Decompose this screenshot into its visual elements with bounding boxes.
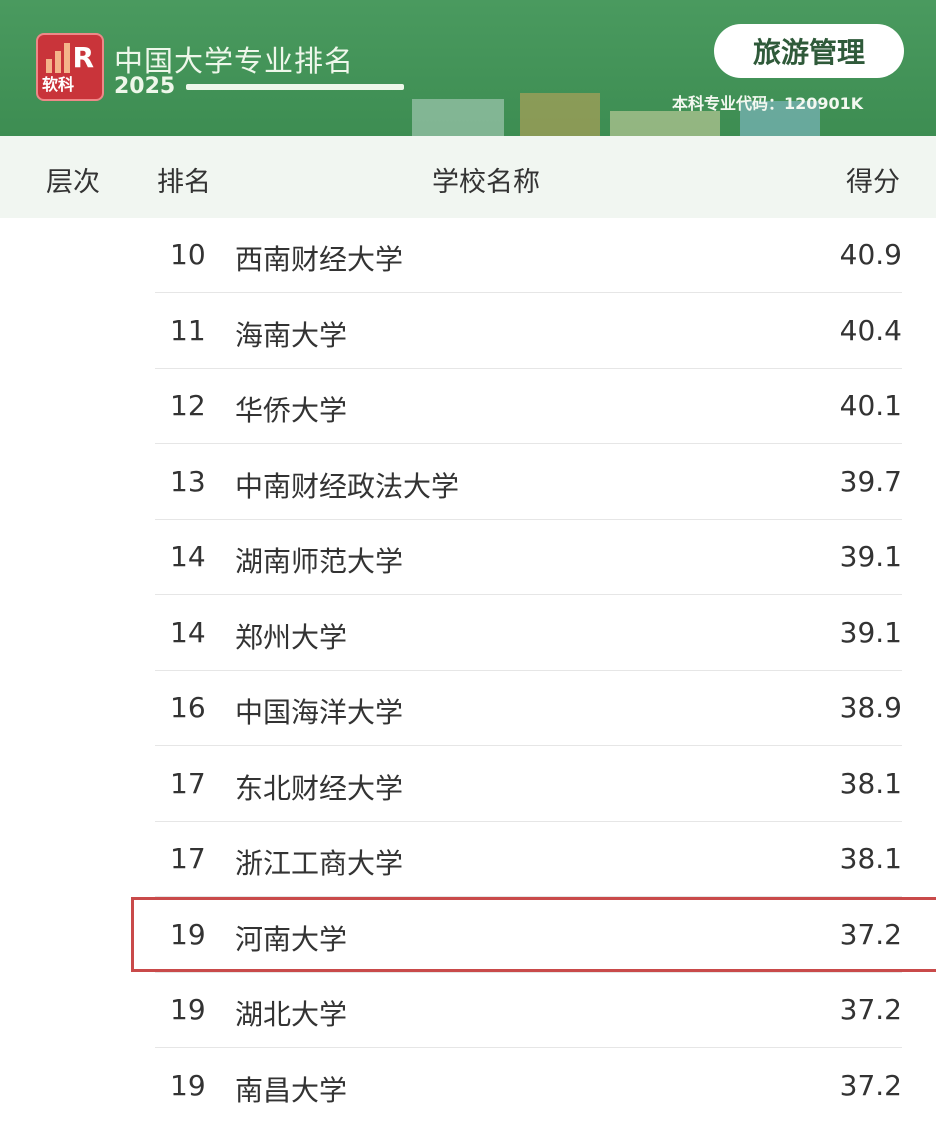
rank: 19: [170, 1068, 206, 1102]
rank: 17: [170, 766, 206, 800]
school-name: 浙江工商大学: [235, 847, 404, 880]
school-name: 东北财经大学: [235, 771, 404, 805]
school-name: 海南大学: [235, 318, 348, 352]
score: 37.2: [839, 993, 902, 1026]
score: 39.1: [839, 540, 902, 573]
school-name: 华侨大学: [235, 394, 348, 427]
column-score: 得分: [846, 167, 900, 198]
table-row: 19 河南大学 37.2: [155, 898, 902, 973]
school-name: 中国海洋大学: [235, 696, 404, 729]
highlight-box: [131, 897, 936, 972]
rank: 14: [170, 540, 206, 573]
table-row: 10 西南财经大学 40.9: [155, 218, 902, 293]
score: 37.2: [839, 917, 902, 951]
school-name: 湖南师范大学: [235, 545, 404, 578]
score: 37.2: [839, 1068, 902, 1102]
rank: 10: [170, 238, 206, 271]
score: 38.1: [839, 766, 902, 800]
rank: 19: [170, 993, 206, 1026]
school-name: 河南大学: [235, 922, 348, 956]
table-row: 17 浙江工商大学 38.1: [155, 822, 902, 897]
score: 38.9: [839, 691, 902, 724]
school-name: 湖北大学: [235, 998, 348, 1031]
major-badge: 旅游管理: [714, 24, 904, 78]
rank: 16: [170, 691, 206, 724]
table-row: 19 湖北大学 37.2: [155, 973, 902, 1048]
table-row: 12 华侨大学 40.1: [155, 369, 902, 444]
year: 2025: [114, 74, 176, 99]
rank: 11: [170, 313, 206, 347]
table-row: 19 南昌大学 37.2: [155, 1049, 902, 1124]
rank: 14: [170, 615, 206, 649]
table-row: 16 中国海洋大学 38.9: [155, 671, 902, 746]
shanghairanking-logo: R 软科: [36, 33, 104, 101]
score: 39.1: [839, 615, 902, 649]
divider: [186, 84, 404, 90]
table-row: 13 中南财经政法大学 39.7: [155, 445, 902, 520]
column-school: 学校名称: [432, 167, 540, 198]
score: 39.7: [839, 464, 902, 498]
school-name: 郑州大学: [235, 620, 348, 654]
skyline-illustration: [412, 93, 820, 136]
table-row: 11 海南大学 40.4: [155, 294, 902, 369]
major-code: 本科专业代码：120901K: [672, 94, 864, 113]
table-header: [0, 136, 936, 218]
score: 40.9: [839, 238, 902, 271]
school-name: 中南财经政法大学: [235, 469, 460, 503]
rank: 17: [170, 842, 206, 875]
score: 40.4: [839, 313, 902, 347]
column-rank: 排名: [157, 167, 211, 198]
score: 40.1: [839, 389, 902, 422]
rank: 19: [170, 917, 206, 951]
school-name: 西南财经大学: [235, 243, 404, 276]
banner: R 软科 中国大学专业排名 2025 旅游管理 本科专业代码：120901K: [0, 0, 936, 136]
score: 38.1: [839, 842, 902, 875]
page-title: 中国大学专业排名: [114, 44, 355, 78]
rank: 12: [170, 389, 206, 422]
column-level: 层次: [46, 167, 100, 198]
rank: 13: [170, 464, 206, 498]
table-row: 14 湖南师范大学 39.1: [155, 520, 902, 595]
school-name: 南昌大学: [235, 1073, 348, 1107]
table-row: 14 郑州大学 39.1: [155, 596, 902, 671]
table-row: 17 东北财经大学 38.1: [155, 747, 902, 822]
